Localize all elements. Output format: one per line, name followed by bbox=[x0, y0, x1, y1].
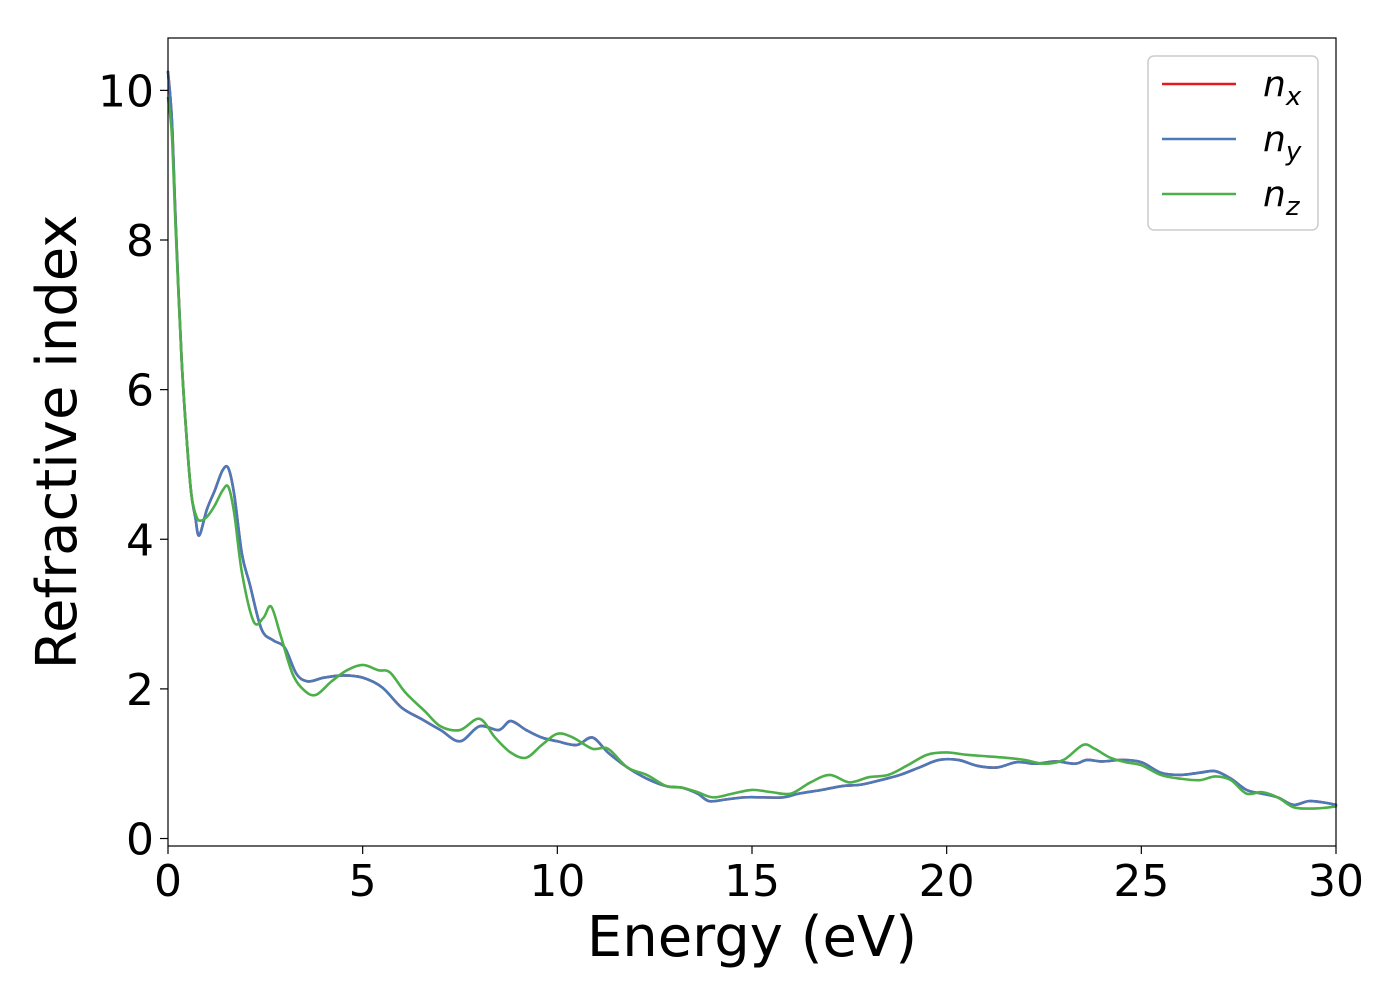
y-tick-label: 2 bbox=[126, 665, 154, 716]
x-axis-label: Energy (eV) bbox=[587, 905, 917, 970]
y-tick-label: 8 bbox=[126, 216, 154, 267]
y-tick-label: 10 bbox=[98, 66, 154, 117]
legend-label-nz: nz bbox=[1263, 174, 1301, 222]
x-axis-ticks: 0 5 10 15 20 25 30 bbox=[154, 846, 1364, 907]
x-tick-label: 30 bbox=[1308, 856, 1364, 907]
y-tick-label: 6 bbox=[126, 366, 154, 417]
plot-area bbox=[168, 38, 1336, 846]
legend-label-nx: nx bbox=[1263, 64, 1302, 112]
y-tick-label: 0 bbox=[126, 815, 154, 866]
legend: nx ny nz bbox=[1147, 55, 1319, 231]
x-tick-label: 0 bbox=[154, 856, 182, 907]
legend-box bbox=[1147, 55, 1319, 231]
x-tick-label: 25 bbox=[1113, 856, 1169, 907]
x-tick-label: 15 bbox=[724, 856, 780, 907]
legend-label-ny: ny bbox=[1263, 119, 1302, 167]
y-tick-label: 4 bbox=[126, 515, 154, 566]
x-tick-label: 10 bbox=[529, 856, 585, 907]
x-tick-label: 20 bbox=[919, 856, 975, 907]
x-tick-label: 5 bbox=[349, 856, 377, 907]
y-axis-label: Refractive index bbox=[25, 215, 90, 670]
series-line-nz bbox=[166, 96, 1338, 810]
y-axis-ticks: 0 2 4 6 8 10 bbox=[98, 66, 168, 866]
series-lines bbox=[166, 70, 1338, 810]
